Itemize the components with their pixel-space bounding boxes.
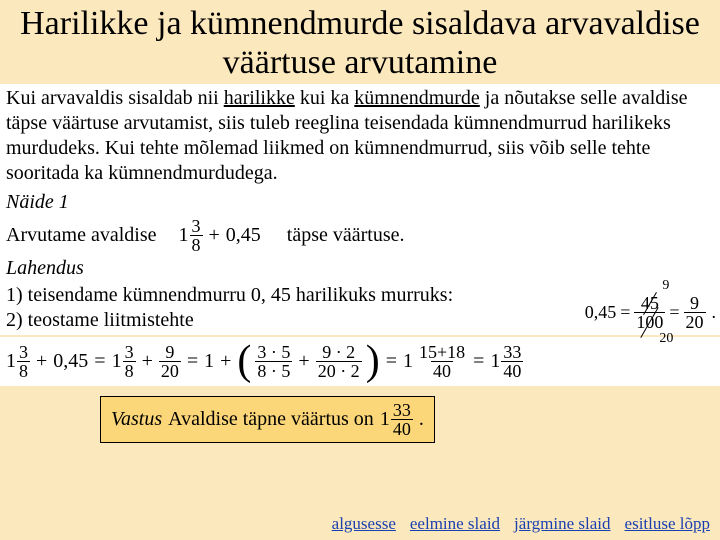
- answer-num: 33: [391, 401, 413, 419]
- conv-d2: 20: [684, 312, 706, 331]
- tapse-label: täpse väärtuse.: [287, 223, 405, 248]
- mixed-fraction-1: 1 38: [179, 217, 203, 254]
- op-eq-c: =: [386, 350, 397, 373]
- answer-dot: .: [419, 408, 424, 431]
- page-title: Harilikke ja kümnendmurde sisaldava arva…: [0, 0, 720, 84]
- c3n: 9: [163, 343, 176, 361]
- op-plus-d: +: [298, 350, 309, 373]
- c5n: 3 · 5: [255, 343, 292, 361]
- num-1: 3: [190, 217, 203, 235]
- c6n: 9 · 2: [320, 343, 357, 361]
- paren-l: (: [237, 345, 251, 379]
- answer-row: Vastus Avaldise täpne väärtus on 1 3340 …: [0, 386, 720, 443]
- intro-mid1: kui ka: [295, 87, 354, 109]
- answer-label: Vastus: [111, 408, 162, 431]
- conv-d1: 100: [634, 312, 665, 331]
- nav-eelmine[interactable]: eelmine slaid: [410, 514, 500, 534]
- c7w: 1: [403, 350, 413, 373]
- c1d: 8: [17, 361, 30, 380]
- c1w: 1: [6, 350, 16, 373]
- example-label: Näide 1: [6, 190, 712, 215]
- c7d: 40: [431, 361, 453, 380]
- c8n: 33: [501, 343, 523, 361]
- plus-1: +: [209, 223, 220, 248]
- nav-links: algusesse eelmine slaid järgmine slaid e…: [332, 514, 710, 534]
- op-eq-d: =: [473, 350, 484, 373]
- c3d: 20: [159, 361, 181, 380]
- op-plus-c: +: [220, 350, 231, 373]
- expr-row: Arvutame avaldise 1 38 + 0,45 täpse väär…: [6, 217, 712, 254]
- conv-dot: .: [710, 302, 717, 323]
- op-plus-a: +: [36, 350, 47, 373]
- c1n: 3: [17, 343, 30, 361]
- intro-u1: harilikke: [224, 87, 295, 109]
- conv-045: 0,45: [585, 302, 617, 323]
- c2w: 1: [112, 350, 122, 373]
- decimal-045: 0,45: [226, 223, 261, 248]
- nav-jargmine[interactable]: järgmine slaid: [514, 514, 610, 534]
- intro-u2: kümnendmurde: [354, 87, 480, 109]
- step-2-text: 2) teostame liitmistehte: [6, 308, 194, 333]
- c7n: 15+18: [417, 343, 467, 361]
- answer-den: 40: [391, 419, 413, 438]
- nav-algusesse[interactable]: algusesse: [332, 514, 396, 534]
- cancel-sup-9: 9: [662, 278, 669, 294]
- conv-eq2: =: [669, 302, 679, 323]
- answer-whole: 1: [380, 408, 390, 431]
- answer-box: Vastus Avaldise täpne väärtus on 1 3340 …: [100, 396, 435, 443]
- c5d: 8 · 5: [255, 361, 292, 380]
- conversion-fraction: 0,45 = 9 45 100 20 = 9 20 .: [585, 294, 716, 331]
- c2n: 3: [123, 343, 136, 361]
- c-045: 0,45: [53, 350, 88, 373]
- equation-chain: 138 + 0,45 = 138 + 920 = 1 + ( 3 · 58 · …: [0, 337, 720, 386]
- c8w: 1: [490, 350, 500, 373]
- c6d: 20 · 2: [316, 361, 362, 380]
- conv-eq1: =: [620, 302, 630, 323]
- whole-1: 1: [179, 223, 189, 248]
- step-1-text: 1) teisendame kümnendmurru 0, 45 harilik…: [6, 283, 453, 308]
- lahendus-label: Lahendus: [6, 256, 712, 281]
- op-eq-a: =: [94, 350, 105, 373]
- arvutame-label: Arvutame avaldise: [6, 223, 157, 248]
- answer-text: Avaldise täpne väärtus on: [168, 408, 374, 431]
- conv-n2: 9: [688, 294, 701, 312]
- intro-pre: Kui arvavaldis sisaldab nii: [6, 87, 224, 109]
- c4w: 1: [204, 350, 214, 373]
- c8d: 40: [501, 361, 523, 380]
- nav-lopp[interactable]: esitluse lõpp: [625, 514, 710, 534]
- op-eq-b: =: [187, 350, 198, 373]
- cancel-sup-20: 20: [659, 331, 673, 347]
- c2d: 8: [123, 361, 136, 380]
- paren-r: ): [366, 345, 380, 379]
- den-1: 8: [190, 235, 203, 254]
- op-plus-b: +: [142, 350, 153, 373]
